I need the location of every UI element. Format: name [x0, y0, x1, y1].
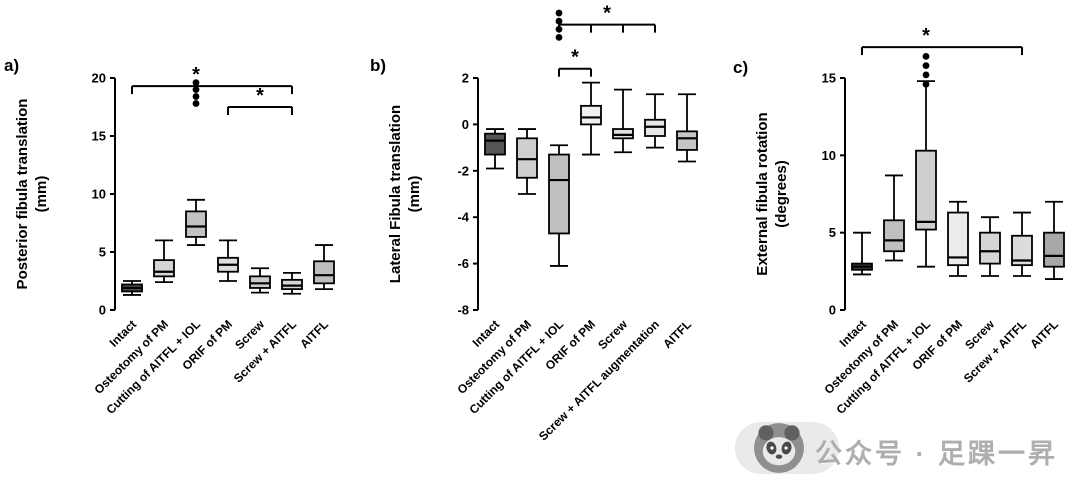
box-5: [1011, 211, 1033, 277]
panel-c-label: c): [733, 58, 749, 77]
y-axis: 2 0 -2 -4 -6 -8: [457, 71, 479, 318]
box-3: [580, 81, 602, 156]
y-tick-label: 15: [92, 129, 106, 144]
y-tick-label: 0: [462, 117, 469, 132]
box-1: [153, 239, 175, 284]
box-3: [947, 200, 969, 277]
y-tick-label: -6: [457, 256, 469, 271]
watermark: 公众号 · 足踝一昇: [735, 416, 1080, 480]
annotation-dot: [922, 62, 930, 70]
annotation-dot: [922, 52, 930, 60]
box-2: [915, 80, 937, 268]
annotation-dot: [555, 25, 563, 33]
y-axis-title-line1: Posterior fibula translation: [14, 98, 31, 290]
y-tick-label: -2: [457, 163, 469, 178]
annotation-dots: [555, 9, 563, 41]
significance-star: *: [922, 25, 930, 47]
watermark-text: 公众号 · 足踝一昇: [815, 439, 1058, 469]
x-category-label: AITFL: [1027, 317, 1061, 351]
panel-a-label: a): [4, 56, 20, 75]
significance-star: *: [256, 85, 264, 107]
annotation-dot: [555, 17, 563, 25]
y-axis-title-line2: (mm): [33, 175, 50, 213]
y-axis-title-line2: (degrees): [773, 160, 790, 228]
annotation-dot: [922, 71, 930, 79]
box-6: [676, 93, 698, 163]
significance-bracket: *: [558, 47, 592, 77]
y-tick-label: 5: [99, 245, 106, 260]
box-5: [281, 271, 303, 295]
panda-logo-icon: [754, 423, 804, 473]
y-axis-title-line1: External fibula rotation: [754, 112, 771, 276]
significance-star: *: [603, 3, 611, 25]
box-6: [1043, 200, 1065, 280]
y-tick-label: -4: [457, 210, 469, 225]
annotation-dots: [922, 52, 930, 88]
y-tick-label: 10: [822, 148, 836, 163]
significance-bracket: *: [227, 85, 293, 115]
box-6: [313, 244, 335, 291]
panel-a-y-axis-title: Posterior fibula translation (mm): [13, 54, 51, 334]
panel-b-label: b): [370, 56, 387, 75]
annotation-dot: [192, 86, 200, 93]
box-2: [548, 144, 570, 267]
box-3: [217, 239, 239, 282]
box-4: [249, 267, 271, 294]
box-4: [979, 216, 1001, 277]
box-0: [121, 280, 143, 296]
y-tick-label: 2: [462, 71, 469, 86]
y-axis-title-line2: (mm): [406, 175, 423, 213]
annotation-dot: [555, 34, 563, 41]
y-axis-title-line1: Lateral Fibula translation: [387, 104, 404, 284]
annotation-dot: [922, 80, 930, 88]
box-0: [484, 128, 506, 170]
significance-bracket: *: [558, 3, 656, 33]
box-0: [851, 231, 873, 276]
box-4: [612, 88, 634, 154]
significance-star: *: [571, 47, 579, 69]
y-tick-label: 5: [829, 225, 836, 240]
y-axis: 0 5 10 15 20: [92, 71, 116, 318]
y-tick-label: 0: [829, 303, 836, 318]
x-category-label: AITFL: [297, 317, 331, 351]
y-axis: 0 5 10 15: [822, 71, 846, 318]
annotation-dot: [555, 9, 563, 17]
box-2: [185, 198, 207, 246]
box-1: [883, 174, 905, 262]
y-tick-label: 10: [92, 187, 106, 202]
annotation-dot: [192, 100, 200, 107]
y-tick-label: 0: [99, 303, 106, 318]
significance-bracket: *: [861, 25, 1023, 56]
significance-bracket: *: [131, 64, 293, 95]
annotation-dots: [192, 79, 200, 107]
y-tick-label: -8: [457, 303, 469, 318]
significance-star: *: [192, 64, 200, 86]
panel-b-y-axis-title: Lateral Fibula translation (mm): [386, 54, 424, 334]
annotation-dot: [192, 93, 200, 100]
box-5: [644, 93, 666, 149]
panel-c-y-axis-title: External fibula rotation (degrees): [753, 54, 791, 334]
annotation-dot: [192, 79, 200, 87]
y-tick-label: 15: [822, 71, 836, 86]
box-1: [516, 128, 538, 195]
x-category-label: AITFL: [660, 317, 694, 351]
y-tick-label: 20: [92, 71, 106, 86]
